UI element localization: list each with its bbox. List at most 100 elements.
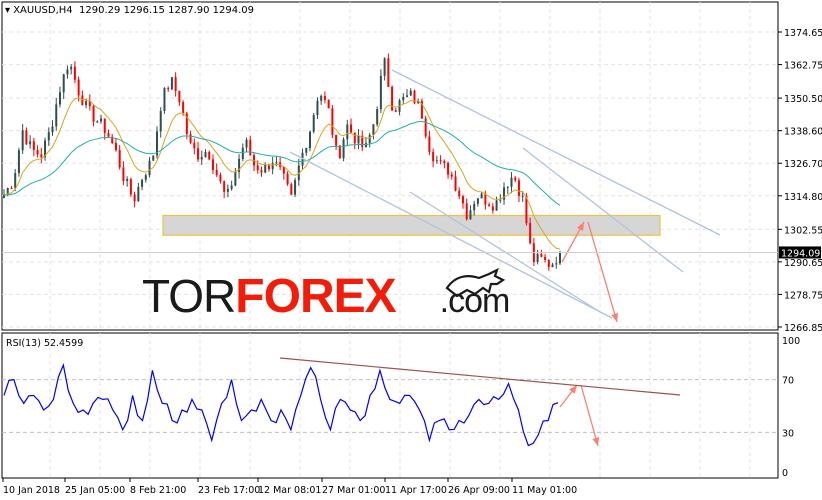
candle-body [461, 196, 464, 204]
candle-body [465, 203, 468, 220]
candle-body [529, 223, 532, 244]
watermark-logo: TORFOREX .com [142, 270, 510, 323]
candle-body [92, 106, 95, 122]
candle-body [305, 148, 308, 153]
candle-body [260, 170, 263, 173]
arrow-head-icon [576, 222, 584, 231]
rsi-tick-label: 100 [782, 336, 800, 347]
x-tick-label: 25 Jan 05:00 [65, 485, 125, 496]
candle-body [77, 79, 80, 96]
candle-body [44, 140, 47, 158]
bull-logo-icon [445, 267, 506, 298]
x-tick-label: 10 Jan 2018 [3, 485, 60, 496]
candle-body [159, 110, 162, 132]
bull-logo-shape [445, 267, 506, 298]
candle-body [249, 139, 252, 156]
candle-body [383, 58, 386, 76]
candle-body [129, 179, 132, 195]
candle-body [193, 142, 196, 149]
candle-body [107, 133, 110, 137]
candle-body [36, 149, 39, 155]
candle-body [544, 256, 547, 260]
candle-body [316, 100, 319, 116]
candle-body [204, 152, 207, 158]
candle-body [226, 188, 229, 192]
candle-body [29, 141, 32, 145]
candle-body [372, 124, 375, 135]
candle-body [391, 87, 394, 111]
candle-body [402, 96, 405, 101]
y-tick-label: 1374.65 [784, 28, 822, 39]
candle-body [174, 77, 177, 91]
candle-body [17, 150, 20, 174]
candle-body [417, 100, 420, 104]
candle-body [81, 95, 84, 106]
candle-body [443, 161, 446, 163]
candle-body [286, 173, 289, 185]
candle-body [51, 126, 54, 133]
candle-body [450, 174, 453, 177]
price-panel [1, 1, 779, 331]
candle-body [413, 90, 416, 104]
arrow-head-icon [569, 385, 577, 394]
arrow-head-icon [611, 313, 619, 322]
candle-body [40, 154, 43, 158]
candle-body [394, 110, 397, 112]
candle-body [327, 99, 330, 109]
x-tick-label: 26 Apr 09:00 [448, 485, 510, 496]
rsi-trend-line [279, 357, 681, 396]
candle-body [491, 206, 494, 211]
candle-body [234, 171, 237, 186]
candle-body [357, 135, 360, 144]
candle-body [379, 75, 382, 110]
candle-body [6, 188, 9, 196]
rsi-panel [1, 332, 779, 479]
moving-average-slow [3, 121, 561, 206]
candle-body [350, 124, 353, 133]
candle-body [555, 263, 558, 265]
x-tick-label: 11 Apr 17:00 [385, 485, 447, 496]
channel-line [391, 69, 721, 236]
candle-body [189, 134, 192, 143]
candle-body [514, 177, 517, 181]
candle-body [480, 193, 483, 199]
candle-body [409, 90, 412, 96]
candle-body [435, 160, 438, 162]
y-tick-label: 1290.65 [784, 258, 822, 269]
candle-body [506, 186, 509, 188]
candle-body [536, 253, 539, 263]
candle-body [368, 134, 371, 144]
x-tick-label: 12 Mar 08:01 [258, 485, 321, 496]
candle-body [458, 190, 461, 197]
y-tick-label: 1362.75 [784, 61, 822, 72]
candle-body [144, 175, 147, 180]
candle-body [312, 115, 315, 132]
candle-body [275, 162, 278, 164]
candle-body [85, 101, 88, 106]
candle-body [476, 198, 479, 204]
candle-body [361, 135, 364, 148]
candle-body [223, 181, 226, 192]
candle-body [208, 152, 211, 160]
candle-body [331, 108, 334, 135]
candle-body [517, 180, 520, 196]
y-tick-label: 1338.60 [784, 127, 822, 138]
channel-line [522, 147, 684, 273]
rsi-tick-label: 0 [782, 468, 788, 479]
candle-body [525, 195, 528, 224]
candle-body [152, 155, 155, 161]
y-tick-label: 1266.85 [784, 323, 822, 334]
candle-body [100, 118, 103, 122]
candle-body [155, 131, 158, 156]
candle-body [551, 264, 554, 268]
candle-body [245, 139, 248, 148]
candle-body [338, 145, 341, 159]
candle-body [238, 159, 241, 172]
x-tick-label: 8 Feb 21:00 [130, 485, 186, 496]
candle-body [353, 132, 356, 144]
candle-body [282, 167, 285, 174]
candle-body [342, 139, 345, 159]
candle-body [111, 136, 114, 143]
candle-body [96, 121, 99, 123]
